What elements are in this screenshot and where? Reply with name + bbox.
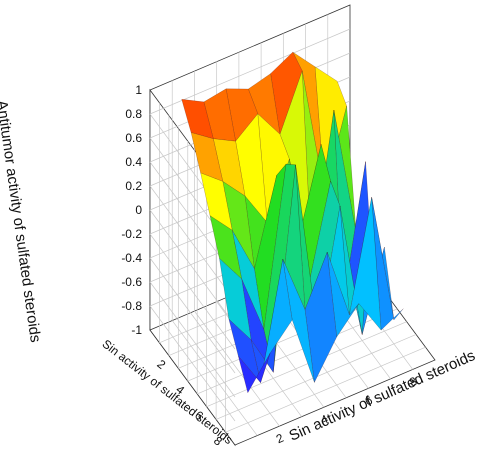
z-tick-label: 0 [135, 203, 142, 217]
gridline [149, 257, 236, 374]
gridline [149, 233, 236, 350]
z-axis-title: Antitumor activity of sulfated steroids [0, 99, 44, 343]
z-tick-label: 0.4 [125, 155, 142, 169]
z-tick-label: -0.2 [121, 227, 142, 241]
z-tick-label: -1 [131, 323, 142, 337]
gridline [171, 320, 258, 436]
surface-mesh [181, 51, 404, 394]
z-tick-label: -0.8 [121, 299, 142, 313]
z-tick-label: 1 [135, 83, 142, 97]
gridline [206, 321, 407, 407]
z-tick-label: -0.6 [121, 275, 142, 289]
z-axis-ticks: 1 0.8 0.6 0.4 0.2 0 -0.2 -0.4 -0.6 -0.8 -1 [121, 83, 142, 337]
gridline [225, 346, 426, 433]
gridline [149, 209, 236, 326]
x-tick-label: 2 [274, 431, 286, 447]
z-tick-label: -0.4 [121, 251, 142, 265]
z-tick-label: 0.2 [125, 179, 142, 193]
surface-patch [282, 258, 315, 383]
surface-patch [238, 353, 271, 394]
gridline [149, 185, 236, 302]
gridline [149, 281, 236, 398]
z-tick-label: 0.6 [125, 131, 142, 145]
surface-patch [326, 252, 360, 338]
gridline [194, 310, 280, 427]
gridline [149, 305, 236, 422]
y-tick-label: 2 [154, 357, 168, 372]
surface-patch [304, 252, 337, 384]
z-tick-label: 0.8 [125, 107, 142, 121]
